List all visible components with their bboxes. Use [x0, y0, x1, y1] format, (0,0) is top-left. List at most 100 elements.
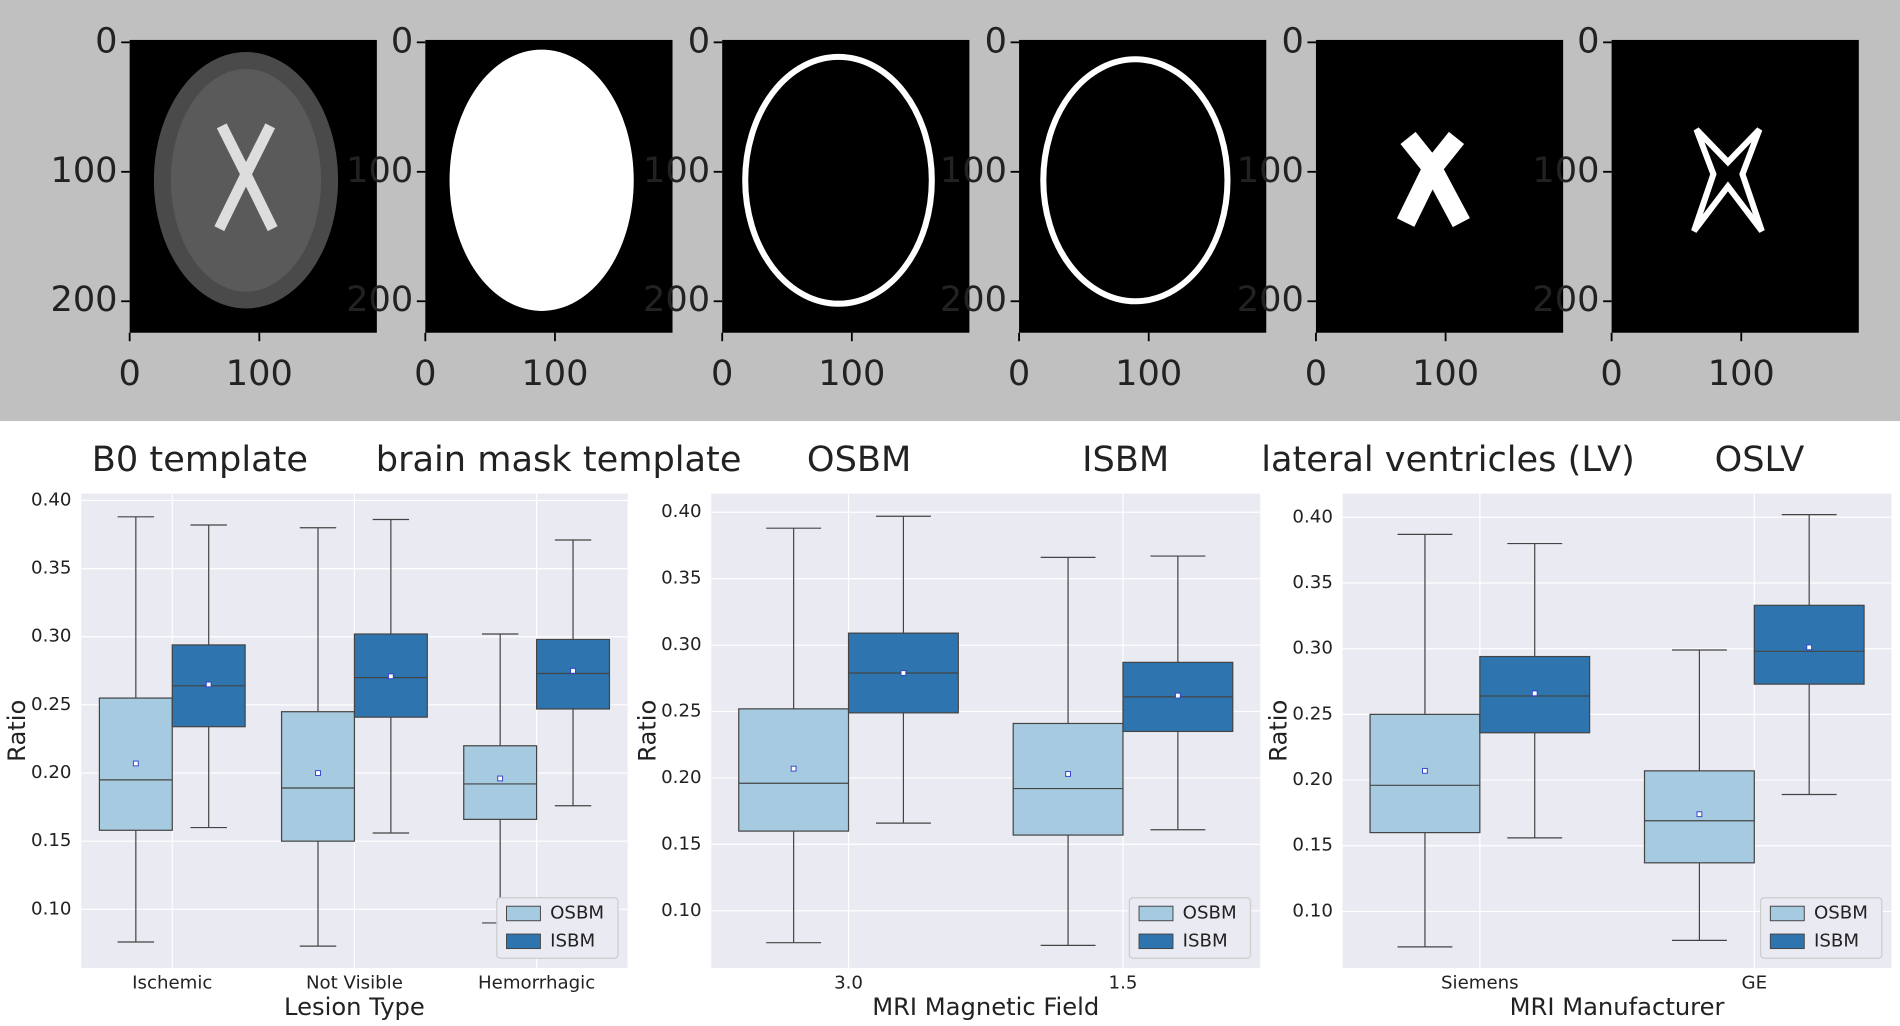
x-tick-label: 0: [1008, 353, 1030, 394]
x-tick-label: 0: [1305, 353, 1327, 394]
x-tick-label: Ischemic: [132, 973, 212, 994]
legend-swatch: [506, 933, 541, 950]
legend-label: ISBM: [550, 930, 595, 951]
x-tick-label: 100: [1412, 353, 1479, 394]
box: [280, 711, 356, 842]
y-tick-label: 0.30: [1292, 638, 1332, 659]
panel-title: B0 template: [92, 439, 308, 480]
x-tick-label: 100: [1115, 353, 1182, 394]
y-axis-label: Ratio: [3, 700, 31, 762]
x-tick-label: 0: [118, 353, 140, 394]
x-axis-label: Lesion Type: [284, 993, 425, 1021]
y-tick-label: 0.25: [661, 701, 701, 722]
x-tick-label: 100: [1708, 353, 1775, 394]
y-tick-label: 0.15: [31, 830, 71, 851]
y-tick-label: 0.15: [1292, 835, 1332, 856]
legend-label: ISBM: [1814, 930, 1859, 951]
x-axis-label: MRI Manufacturer: [1510, 993, 1725, 1021]
y-tick-label: 100: [1532, 150, 1599, 191]
y-tick-label: 0.25: [1292, 703, 1332, 724]
y-axis-label: Ratio: [1265, 700, 1293, 762]
box-group: [1122, 555, 1234, 831]
mean-marker: [497, 775, 504, 782]
y-tick-label: 0.35: [31, 558, 71, 579]
box: [463, 745, 538, 820]
mean-marker: [1174, 692, 1181, 699]
box-group: [98, 516, 173, 943]
mean-marker: [1422, 767, 1428, 774]
x-tick-label: 1.5: [1109, 973, 1138, 994]
box-group: [1012, 556, 1124, 946]
box-group: [1479, 542, 1591, 839]
legend-swatch: [1138, 905, 1174, 922]
lv-image: [1396, 131, 1470, 228]
y-tick-label: 0.40: [1292, 506, 1332, 527]
x-tick-label: 0: [711, 353, 733, 394]
y-tick-label: 0: [688, 20, 710, 61]
image: [1611, 39, 1859, 333]
box-group: [353, 518, 428, 834]
y-tick-label: 0: [391, 20, 413, 61]
mean-marker: [205, 681, 212, 688]
y-tick-label: 100: [643, 150, 710, 191]
mean-marker: [1696, 811, 1703, 818]
y-tick-label: 0.20: [1292, 769, 1332, 790]
x-axis-label: MRI Magnetic Field: [872, 993, 1099, 1021]
mask-image: [449, 49, 634, 311]
legend: OSBM ISBM: [1128, 897, 1252, 959]
box-group: [1369, 533, 1481, 948]
legend-swatch: [1769, 905, 1805, 922]
oslv-image: [1691, 127, 1765, 233]
y-tick-label: 0.10: [1292, 900, 1332, 921]
box-group: [280, 527, 356, 947]
box-group: [171, 524, 246, 829]
panel-title: OSLV: [1715, 439, 1805, 480]
y-tick-label: 0.20: [31, 762, 71, 783]
legend: OSBM ISBM: [1760, 897, 1883, 959]
mean-marker: [387, 673, 394, 680]
y-tick-label: 200: [643, 279, 710, 320]
panel-title: brain mask template: [376, 439, 742, 480]
ventricles: [214, 123, 278, 232]
mean-marker: [1806, 644, 1813, 651]
y-axis-label: Ratio: [633, 700, 661, 762]
legend-label: OSBM: [1814, 902, 1868, 923]
y-tick-label: 200: [50, 279, 117, 320]
x-tick-label: 0: [1600, 353, 1622, 394]
y-tick-label: 100: [50, 150, 117, 191]
y-tick-label: 0.35: [661, 568, 701, 589]
y-tick-label: 100: [1237, 150, 1304, 191]
legend-swatch: [1769, 933, 1805, 950]
mean-marker: [790, 765, 797, 772]
panel-title: ISBM: [1082, 439, 1169, 480]
box-group: [535, 539, 611, 807]
mean-marker: [1531, 690, 1538, 697]
x-tick-label: 3.0: [834, 973, 863, 994]
x-tick-label: 0: [414, 353, 436, 394]
y-tick-label: 0.25: [31, 694, 71, 715]
legend-label: OSBM: [1183, 902, 1237, 923]
x-tick-label: Not Visible: [306, 973, 403, 994]
box: [535, 638, 611, 710]
y-tick-label: 0: [95, 20, 117, 61]
outline-image: [1040, 56, 1231, 305]
legend-swatch: [506, 905, 541, 922]
box-group: [847, 515, 959, 824]
legend-swatch: [1138, 933, 1174, 950]
image: [722, 39, 970, 333]
outline-image: [742, 53, 935, 307]
y-tick-label: 0: [985, 20, 1007, 61]
box-group: [1753, 514, 1865, 796]
y-tick-label: 0: [1281, 20, 1303, 61]
y-tick-label: 0.15: [661, 833, 701, 854]
y-tick-label: 0.30: [661, 634, 701, 655]
mean-marker: [900, 670, 907, 676]
mean-marker: [315, 770, 321, 776]
x-tick-label: 100: [226, 353, 293, 394]
y-tick-label: 0: [1577, 20, 1599, 61]
